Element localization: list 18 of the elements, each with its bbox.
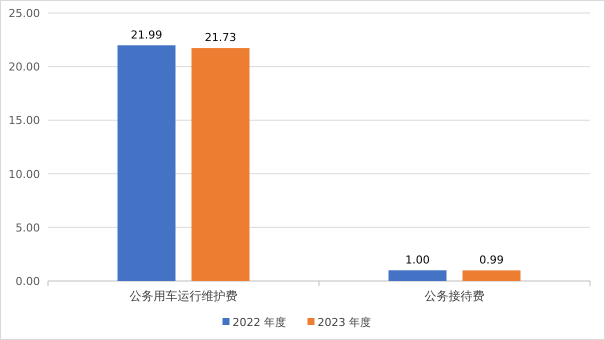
text: 0.99	[479, 253, 504, 266]
y-tick-label: 15.00	[8, 114, 40, 128]
bar	[118, 45, 176, 281]
x-tick-label: 公务用车运行维护费	[130, 289, 238, 303]
y-tick-label: 20.00	[8, 60, 40, 74]
text: 21.99	[130, 28, 162, 42]
bar	[192, 48, 250, 281]
y-tick-label: 5.00	[16, 221, 40, 234]
x-tick-label: 公务接待费	[424, 289, 484, 303]
text: 1.00	[405, 253, 430, 266]
bar	[388, 270, 446, 281]
y-tick-label: 0.00	[16, 275, 40, 288]
y-tick-label: 10.00	[8, 168, 40, 181]
y-tick-label: 25.00	[8, 7, 40, 20]
text: 21.73	[204, 31, 236, 44]
legend-label: 2023 年度	[318, 316, 371, 329]
legend-label: 2022 年度	[232, 316, 286, 329]
bar	[462, 270, 520, 281]
